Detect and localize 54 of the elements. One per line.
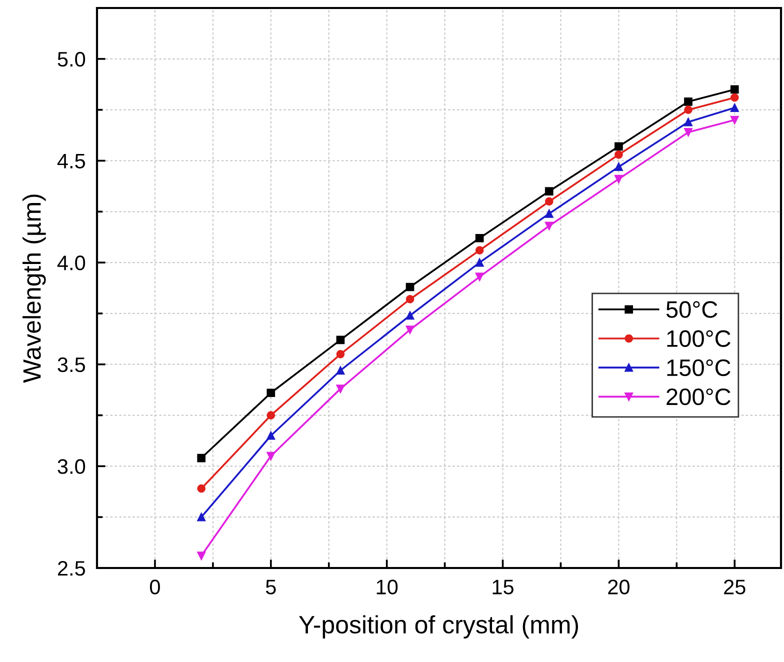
legend-label: 100°C (667, 330, 730, 347)
point (406, 311, 414, 320)
point (197, 512, 206, 522)
point (730, 104, 739, 112)
point (730, 93, 739, 102)
point (684, 98, 692, 106)
y-tick-label: 5.0 (58, 52, 86, 67)
x-tick-label: 25 (724, 580, 746, 594)
point (475, 272, 484, 281)
point (684, 118, 692, 126)
point (614, 142, 623, 151)
point (544, 187, 554, 196)
point (197, 454, 206, 462)
point (266, 388, 276, 398)
point (406, 282, 414, 292)
point (336, 350, 345, 358)
y-tick-label: 4.0 (57, 256, 86, 270)
x-tick-label: 5 (266, 580, 276, 594)
point (684, 106, 692, 114)
point (197, 552, 206, 560)
point (544, 222, 554, 230)
x-tick-label: 0 (150, 580, 160, 594)
x-axis-title: Y-position of crystal (mm) (299, 615, 578, 639)
point (475, 258, 484, 267)
x-tick-label: 10 (376, 580, 398, 594)
point (730, 116, 739, 124)
point (614, 174, 623, 184)
legend-label: 150°C (667, 359, 730, 376)
y-tick-label: 4.5 (57, 154, 86, 168)
point (266, 411, 276, 420)
y-axis-title: Wavelength (µm) (22, 194, 46, 383)
x-tick-label: 20 (608, 580, 630, 594)
point (266, 431, 276, 440)
point (684, 128, 692, 136)
point (336, 336, 345, 344)
x-tick-label: 15 (492, 580, 514, 594)
point (336, 366, 345, 375)
point (614, 150, 623, 159)
point (266, 452, 276, 460)
y-tick-label: 2.5 (58, 561, 86, 576)
point (406, 326, 414, 334)
point (197, 484, 206, 493)
legend-label: 50°C (666, 301, 718, 318)
point (475, 234, 484, 242)
point (544, 210, 554, 218)
point (544, 197, 554, 206)
y-tick-label: 3.0 (58, 459, 86, 474)
point (336, 384, 345, 393)
point (475, 246, 484, 254)
y-tick-label: 3.5 (58, 357, 86, 372)
legend-label: 200°C (666, 388, 730, 406)
point (730, 85, 739, 94)
point (406, 295, 414, 304)
point (614, 162, 623, 172)
